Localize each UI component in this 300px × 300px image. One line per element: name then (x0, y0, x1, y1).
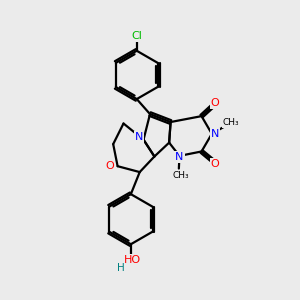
Text: O: O (211, 159, 219, 169)
Text: O: O (211, 98, 219, 109)
Text: HO: HO (124, 255, 141, 265)
Text: N: N (211, 129, 220, 139)
Text: N: N (135, 132, 143, 142)
Text: H: H (117, 263, 124, 273)
Text: O: O (105, 160, 114, 171)
Text: N: N (175, 152, 184, 162)
Text: CH₃: CH₃ (172, 171, 189, 180)
Text: Cl: Cl (131, 31, 142, 41)
Text: CH₃: CH₃ (222, 118, 239, 127)
